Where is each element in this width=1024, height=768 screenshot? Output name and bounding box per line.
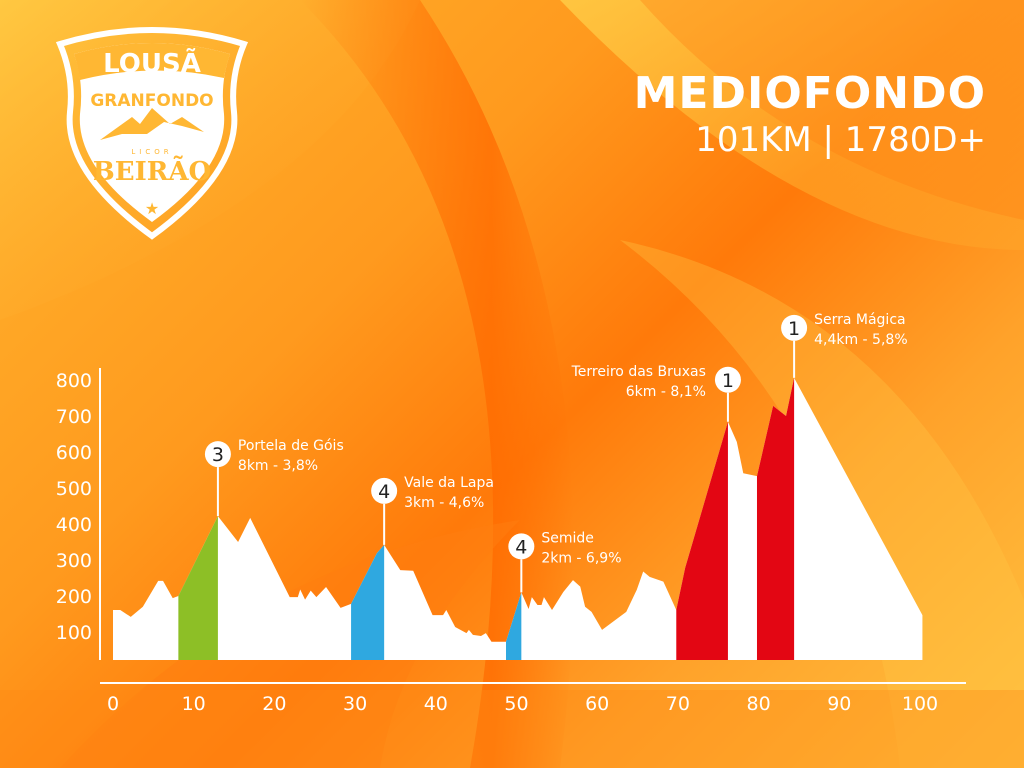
climb-segment	[676, 421, 728, 660]
climb-category: 1	[788, 318, 800, 340]
x-tick-label: 60	[585, 693, 609, 715]
climb-name: Terreiro das Bruxas	[571, 364, 706, 380]
climb-category-badge	[508, 533, 535, 560]
climb-detail: 3km - 4,6%	[404, 495, 484, 511]
climb-segment	[178, 516, 218, 660]
climb-category: 4	[515, 536, 527, 558]
climb-category-badge	[371, 477, 398, 504]
climb-category-badge	[204, 441, 231, 468]
y-tick-label: 400	[56, 514, 92, 536]
climb-category-badge	[714, 366, 741, 393]
x-tick-label: 80	[747, 693, 771, 715]
y-tick-label: 200	[56, 586, 92, 608]
climb-segment	[351, 544, 385, 660]
climb-name: Portela de Góis	[238, 438, 344, 454]
climb-name: Serra Mágica	[814, 312, 906, 328]
climb-category: 4	[378, 481, 390, 503]
climb-segment	[756, 377, 795, 660]
y-tick-label: 500	[56, 478, 92, 500]
x-tick-label: 90	[827, 693, 851, 715]
y-tick-label: 300	[56, 550, 92, 572]
star-icon: ★	[145, 199, 159, 218]
lousa-granfondo-logo: LOUSÃ GRANFONDO LICOR BEIRÃO ★	[55, 27, 249, 240]
climb-category: 3	[212, 444, 224, 466]
logo-sponsor-small: LICOR	[131, 148, 172, 156]
y-tick-label: 700	[56, 406, 92, 428]
x-tick-label: 20	[262, 693, 286, 715]
logo-line2: GRANFONDO	[90, 91, 213, 111]
y-tick-label: 600	[56, 442, 92, 464]
race-distance-elevation: 101KM | 1780D+	[695, 120, 986, 160]
climb-detail: 6km - 8,1%	[626, 384, 706, 400]
x-tick-label: 30	[343, 693, 367, 715]
climb-detail: 4,4km - 5,8%	[814, 332, 908, 348]
climb-detail: 2km - 6,9%	[541, 550, 621, 566]
climb-segment	[506, 592, 522, 660]
x-tick-label: 40	[424, 693, 448, 715]
x-tick-label: 70	[666, 693, 690, 715]
y-tick-label: 800	[56, 370, 92, 392]
climb-category: 1	[722, 370, 734, 392]
x-tick-label: 50	[504, 693, 528, 715]
climb-detail: 8km - 3,8%	[238, 458, 318, 474]
mountains-icon	[100, 108, 204, 140]
x-tick-label: 0	[107, 693, 119, 715]
x-tick-label: 10	[182, 693, 206, 715]
climb-category-badge	[781, 314, 808, 341]
climb-name: Vale da Lapa	[404, 475, 494, 491]
race-title: MEDIOFONDO	[633, 68, 986, 119]
x-tick-label: 100	[902, 693, 938, 715]
logo-sponsor: BEIRÃO	[93, 155, 211, 187]
climb-name: Semide	[541, 530, 594, 546]
y-tick-label: 100	[56, 622, 92, 644]
logo-line1: LOUSÃ	[103, 47, 201, 79]
